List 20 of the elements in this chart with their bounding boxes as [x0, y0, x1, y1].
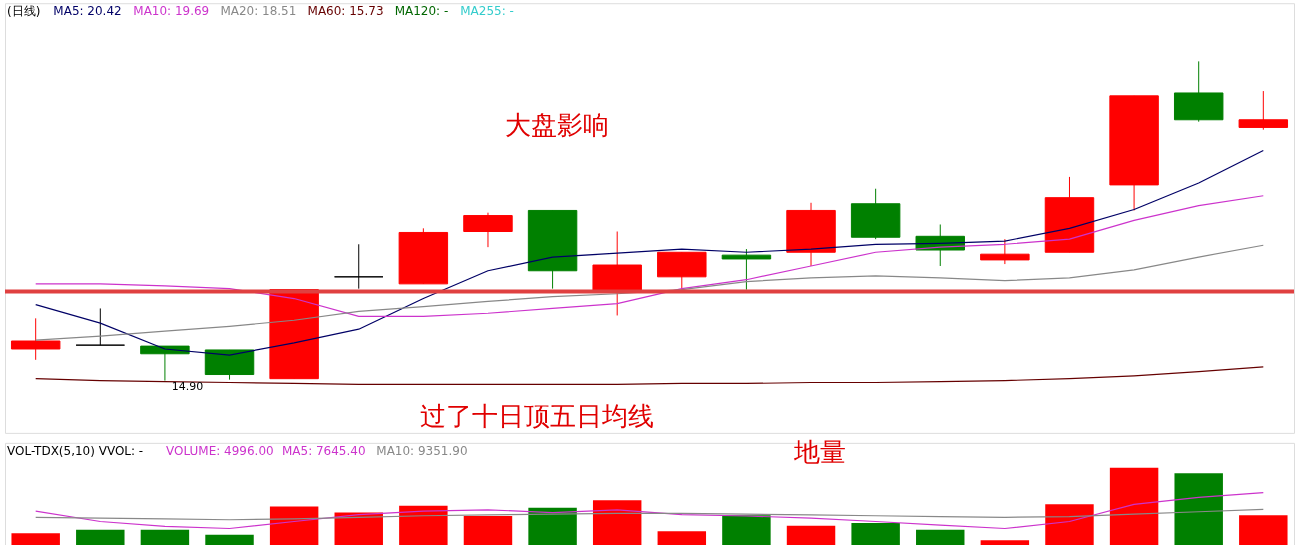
text: MA5: 7645.40: [281, 443, 366, 458]
text: MA10: 19.69: [133, 4, 210, 19]
text: MA10: 9351.90: [376, 443, 468, 458]
candlestick: [721, 248, 772, 291]
annotation: 大盘影响: [504, 110, 609, 141]
text: MA5: 20.42: [53, 4, 122, 19]
legend-label: MA120: -: [394, 4, 449, 19]
candlestick: [75, 307, 126, 346]
candlestick: [980, 238, 1030, 265]
text: 过了十日顶五日均线: [419, 400, 654, 431]
chart-subtitle: VOLUME: 4996.00: [166, 443, 274, 458]
legend-label: MA255: -: [460, 4, 514, 19]
text: MA20: 18.51: [220, 4, 297, 19]
text: MA60: 15.73: [307, 4, 384, 19]
chart-title: (日线): [6, 4, 41, 19]
candlestick: [1238, 90, 1289, 131]
annotation: 14.90: [171, 379, 204, 393]
candlestick: [334, 243, 384, 290]
text: 地量: [793, 436, 847, 467]
chart-title: VOL-TDX(5,10) VVOL: -: [6, 443, 144, 458]
